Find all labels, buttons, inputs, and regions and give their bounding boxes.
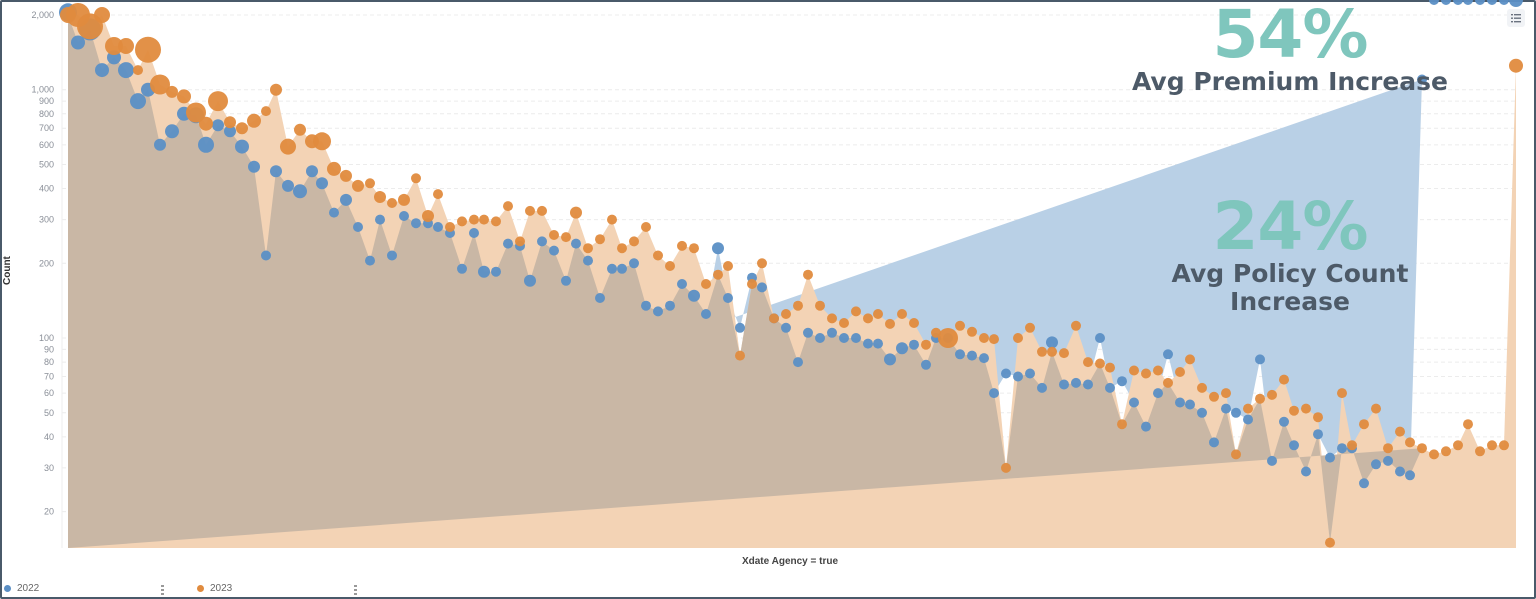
kpi-policy-count: 24% Avg Policy Count Increase	[1110, 194, 1470, 316]
svg-text:60: 60	[44, 388, 54, 398]
svg-text:90: 90	[44, 344, 54, 354]
svg-text:50: 50	[44, 408, 54, 418]
kpi-premium-label: Avg Premium Increase	[1131, 67, 1449, 96]
svg-text:800: 800	[39, 109, 54, 119]
svg-text:200: 200	[39, 258, 54, 268]
svg-text:400: 400	[39, 184, 54, 194]
list-icon	[1511, 13, 1521, 22]
svg-text:600: 600	[39, 140, 54, 150]
legend-label-2022: 2022	[17, 583, 40, 594]
y-axis-label: Count	[2, 256, 13, 285]
legend-dot-2023-icon	[197, 585, 204, 592]
svg-text:500: 500	[39, 159, 54, 169]
svg-text:30: 30	[44, 463, 54, 473]
legend-dot-2022-icon	[4, 585, 11, 592]
legend-item-2022[interactable]: 2022	[4, 583, 39, 594]
kpi-premium-value: 54%	[1212, 0, 1369, 73]
svg-text:80: 80	[44, 357, 54, 367]
series-areas	[68, 12, 1516, 549]
series-points	[59, 0, 1523, 548]
kpi-policy-count-label: Avg Policy Count Increase	[1171, 259, 1409, 316]
svg-text:900: 900	[39, 96, 54, 106]
svg-text:70: 70	[44, 372, 54, 382]
kpi-premium: 54% Avg Premium Increase	[1130, 2, 1450, 96]
svg-text:2,000: 2,000	[31, 10, 54, 20]
legend-resize-handle-icon[interactable]	[354, 585, 357, 595]
legend-label-2023: 2023	[210, 583, 233, 594]
svg-text:700: 700	[39, 123, 54, 133]
x-axis-label: Xdate Agency = true	[741, 556, 839, 567]
kpi-policy-count-value: 24%	[1212, 188, 1369, 265]
legend-item-2023[interactable]: 2023	[197, 583, 232, 594]
svg-text:300: 300	[39, 215, 54, 225]
chart-menu-button[interactable]	[1507, 9, 1525, 27]
svg-text:100: 100	[39, 333, 54, 343]
svg-text:1,000: 1,000	[31, 85, 54, 95]
svg-text:20: 20	[44, 507, 54, 517]
legend-resize-handle-icon[interactable]	[161, 585, 164, 595]
svg-text:40: 40	[44, 432, 54, 442]
